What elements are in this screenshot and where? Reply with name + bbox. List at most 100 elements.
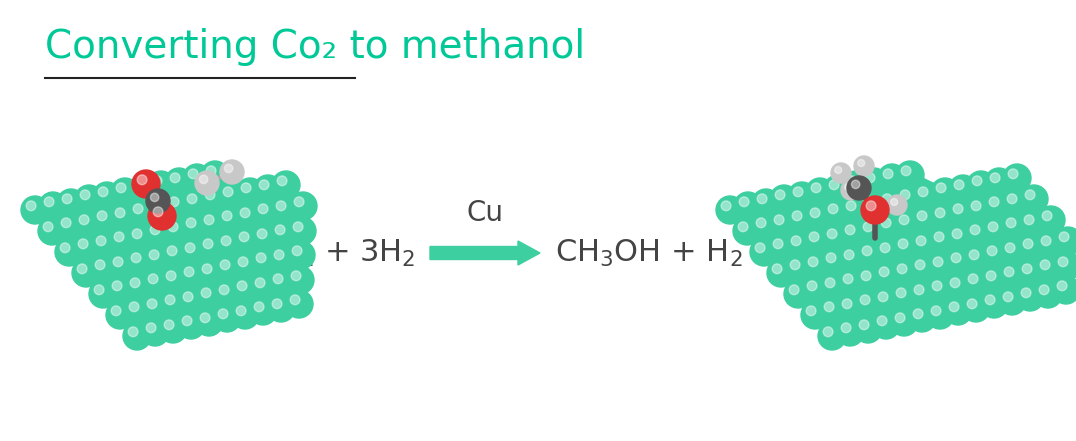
Circle shape: [236, 178, 264, 206]
Circle shape: [150, 250, 159, 260]
Circle shape: [854, 156, 874, 176]
Circle shape: [844, 274, 853, 284]
Circle shape: [810, 208, 820, 218]
Circle shape: [949, 302, 959, 312]
Circle shape: [182, 189, 210, 217]
Circle shape: [803, 252, 831, 280]
Circle shape: [270, 220, 298, 248]
Circle shape: [1016, 283, 1044, 311]
Circle shape: [965, 220, 993, 248]
Circle shape: [77, 264, 87, 274]
Circle shape: [159, 315, 187, 343]
Circle shape: [1018, 234, 1046, 262]
Circle shape: [286, 266, 314, 294]
Circle shape: [148, 274, 158, 284]
Circle shape: [267, 294, 295, 322]
Circle shape: [859, 320, 869, 330]
Circle shape: [878, 164, 906, 192]
Circle shape: [990, 173, 1000, 183]
Circle shape: [806, 178, 834, 206]
Circle shape: [241, 183, 251, 193]
Circle shape: [909, 280, 937, 308]
Circle shape: [987, 271, 996, 281]
Circle shape: [785, 255, 813, 283]
Circle shape: [824, 175, 852, 203]
Circle shape: [964, 245, 992, 273]
Circle shape: [837, 294, 865, 322]
Circle shape: [57, 189, 85, 217]
Circle shape: [1007, 194, 1017, 204]
Circle shape: [111, 178, 139, 206]
Text: CH$_3$OH + H$_2$: CH$_3$OH + H$_2$: [555, 237, 742, 269]
Circle shape: [220, 285, 229, 295]
Circle shape: [148, 202, 176, 230]
Circle shape: [893, 234, 921, 262]
Circle shape: [214, 280, 242, 308]
Circle shape: [985, 168, 1013, 196]
Circle shape: [162, 241, 190, 269]
Circle shape: [293, 246, 302, 256]
Circle shape: [218, 309, 228, 319]
Circle shape: [846, 201, 856, 211]
Circle shape: [862, 246, 872, 256]
Circle shape: [962, 294, 990, 322]
Circle shape: [22, 196, 49, 224]
Circle shape: [847, 176, 856, 186]
Circle shape: [169, 197, 179, 207]
Circle shape: [851, 180, 860, 189]
Circle shape: [147, 171, 175, 199]
Circle shape: [1019, 210, 1047, 238]
Circle shape: [184, 267, 194, 277]
Circle shape: [758, 194, 767, 204]
Circle shape: [168, 222, 178, 232]
Circle shape: [275, 225, 285, 235]
Circle shape: [128, 199, 156, 227]
Circle shape: [232, 276, 260, 304]
Circle shape: [989, 197, 999, 207]
Circle shape: [1036, 231, 1064, 259]
Circle shape: [176, 311, 206, 339]
Circle shape: [165, 320, 174, 330]
Circle shape: [1040, 260, 1050, 270]
Circle shape: [807, 281, 817, 291]
Circle shape: [93, 206, 121, 234]
Circle shape: [841, 196, 869, 224]
Circle shape: [199, 175, 208, 183]
Circle shape: [146, 189, 170, 213]
Circle shape: [128, 327, 138, 336]
Circle shape: [902, 166, 911, 176]
Circle shape: [1008, 169, 1018, 179]
Circle shape: [734, 192, 762, 220]
Circle shape: [153, 207, 162, 217]
Circle shape: [894, 210, 922, 238]
Circle shape: [891, 198, 897, 206]
Circle shape: [115, 208, 125, 218]
Circle shape: [292, 271, 301, 281]
Circle shape: [898, 239, 908, 249]
Circle shape: [274, 250, 284, 260]
Circle shape: [288, 217, 316, 245]
Circle shape: [859, 192, 887, 220]
Circle shape: [1003, 164, 1031, 192]
Circle shape: [253, 199, 281, 227]
Circle shape: [152, 201, 161, 211]
Circle shape: [215, 255, 243, 283]
Circle shape: [137, 175, 147, 185]
Circle shape: [249, 297, 277, 325]
Circle shape: [251, 248, 279, 276]
Circle shape: [887, 195, 907, 215]
Circle shape: [914, 182, 942, 210]
Circle shape: [930, 203, 958, 231]
Circle shape: [144, 245, 172, 273]
Circle shape: [74, 210, 102, 238]
Circle shape: [167, 246, 176, 256]
Circle shape: [204, 215, 214, 225]
Circle shape: [980, 290, 1008, 318]
Circle shape: [60, 243, 70, 253]
Circle shape: [967, 299, 977, 309]
Circle shape: [134, 180, 144, 190]
Circle shape: [222, 236, 231, 246]
Circle shape: [179, 262, 207, 290]
Circle shape: [949, 175, 977, 203]
Circle shape: [912, 206, 940, 234]
